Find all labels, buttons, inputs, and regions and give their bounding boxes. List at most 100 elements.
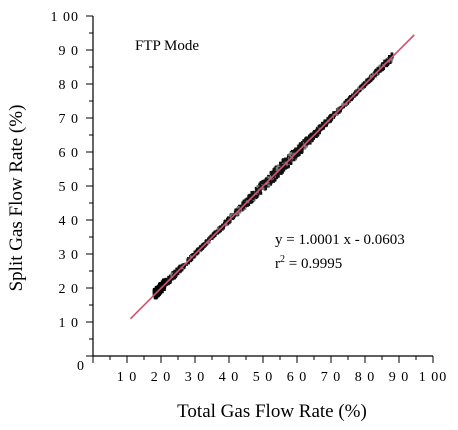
r2-prefix: r bbox=[275, 256, 280, 272]
scatter-point bbox=[202, 245, 206, 249]
scatter-point bbox=[161, 278, 166, 283]
scatter-point bbox=[369, 75, 373, 78]
scatter-point bbox=[244, 198, 248, 202]
scatter-point bbox=[207, 237, 210, 241]
x-tick-label: 2 0 bbox=[151, 370, 172, 385]
scatter-point bbox=[178, 264, 182, 268]
scatter-point bbox=[167, 282, 170, 286]
scatter-point bbox=[346, 101, 350, 105]
scatter-point bbox=[281, 158, 285, 161]
scatter-point bbox=[390, 57, 394, 61]
scatter-point bbox=[298, 146, 302, 149]
axes bbox=[92, 16, 433, 357]
scatter-point bbox=[153, 290, 158, 294]
scatter-point bbox=[269, 171, 273, 174]
scatter-point bbox=[246, 198, 249, 202]
scatter-point bbox=[385, 58, 389, 62]
scatter-point bbox=[287, 161, 291, 165]
scatter-point bbox=[259, 191, 263, 195]
scatter-point bbox=[385, 64, 389, 68]
y-tick-label: 2 0 bbox=[59, 282, 80, 297]
x-tick-label: 4 0 bbox=[219, 370, 240, 385]
scatter-point bbox=[289, 161, 292, 165]
scatter-point bbox=[191, 253, 195, 256]
scatter-point bbox=[293, 149, 297, 153]
scatter-point bbox=[329, 118, 332, 122]
scatter-point bbox=[159, 285, 163, 289]
scatter-point bbox=[276, 164, 280, 168]
scatter-point bbox=[153, 288, 157, 292]
scatter-point bbox=[242, 205, 245, 209]
scatter-point bbox=[160, 281, 164, 285]
scatter-point bbox=[284, 158, 288, 162]
y-tick-label: 9 0 bbox=[59, 44, 80, 59]
scatter-point bbox=[264, 177, 268, 181]
scatter-point bbox=[269, 181, 273, 185]
scatter-point bbox=[279, 162, 282, 166]
scatter-point bbox=[195, 252, 199, 256]
scatter-point bbox=[205, 239, 208, 243]
scatter-point bbox=[158, 283, 162, 288]
scatter-point bbox=[156, 286, 160, 290]
scatter-point bbox=[265, 179, 269, 182]
scatter-point bbox=[349, 94, 352, 98]
scatter-point bbox=[371, 76, 375, 80]
scatter-point bbox=[282, 166, 286, 170]
scatter-point bbox=[377, 70, 380, 74]
scatter-point bbox=[251, 191, 255, 194]
scatter-point bbox=[267, 174, 270, 178]
fit-line bbox=[129, 34, 415, 320]
scatter-point bbox=[178, 269, 182, 273]
mode-annotation: FTP Mode bbox=[135, 38, 199, 54]
scatter-point bbox=[320, 123, 324, 127]
scatter-point bbox=[254, 187, 258, 191]
scatter-point bbox=[288, 153, 292, 157]
scatter-point bbox=[258, 186, 262, 190]
scatter-point bbox=[388, 61, 392, 65]
x-tick-label: 6 0 bbox=[287, 370, 308, 385]
scatter-point bbox=[357, 86, 361, 90]
scatter-point bbox=[312, 131, 316, 135]
scatter-point bbox=[236, 205, 240, 209]
scatter-point bbox=[296, 146, 300, 150]
scatter-point bbox=[381, 67, 385, 71]
scatter-point bbox=[381, 62, 385, 65]
scatter-point bbox=[230, 213, 234, 216]
scatter-point bbox=[376, 67, 380, 70]
scatter-point bbox=[174, 274, 178, 278]
scatter-point bbox=[255, 189, 258, 193]
scatter-point bbox=[244, 199, 248, 203]
scatter-point bbox=[211, 232, 215, 236]
scatter-point bbox=[312, 137, 315, 140]
scatter-point bbox=[281, 170, 284, 174]
scatter-point bbox=[254, 196, 258, 199]
equation-annotation: y = 1.0001 x - 0.0603 bbox=[275, 232, 405, 248]
scatter-point bbox=[229, 214, 233, 218]
scatter-point bbox=[282, 168, 286, 172]
scatter-point bbox=[251, 197, 255, 200]
tick-labels: 0 1 0 2 0 3 0 4 0 5 0 6 0 7 0 8 0 9 0 1 00 1 0 2 0 3 … bbox=[51, 10, 447, 385]
scatter-point bbox=[292, 158, 296, 162]
scatter-point bbox=[321, 122, 324, 126]
scatter-point bbox=[180, 264, 184, 268]
scatter-point bbox=[305, 144, 308, 148]
scatter-point bbox=[274, 165, 278, 169]
scatter-point bbox=[289, 151, 293, 155]
scatter-point bbox=[269, 172, 273, 176]
scatter-point bbox=[170, 272, 174, 276]
scatter-point bbox=[223, 221, 226, 225]
scatter-point bbox=[187, 261, 190, 265]
scatter-point bbox=[327, 120, 331, 124]
scatter-point bbox=[235, 212, 239, 216]
scatter-point bbox=[266, 176, 270, 180]
scatter-point bbox=[275, 166, 279, 170]
x-tick-label: 0 bbox=[77, 359, 85, 374]
scatter-point bbox=[273, 177, 277, 181]
scatter-point bbox=[249, 201, 253, 204]
scatter-point bbox=[359, 88, 362, 92]
scatter-point bbox=[386, 62, 390, 66]
scatter-point bbox=[309, 134, 313, 138]
scatter-point bbox=[286, 155, 290, 159]
scatter-point bbox=[224, 223, 228, 227]
